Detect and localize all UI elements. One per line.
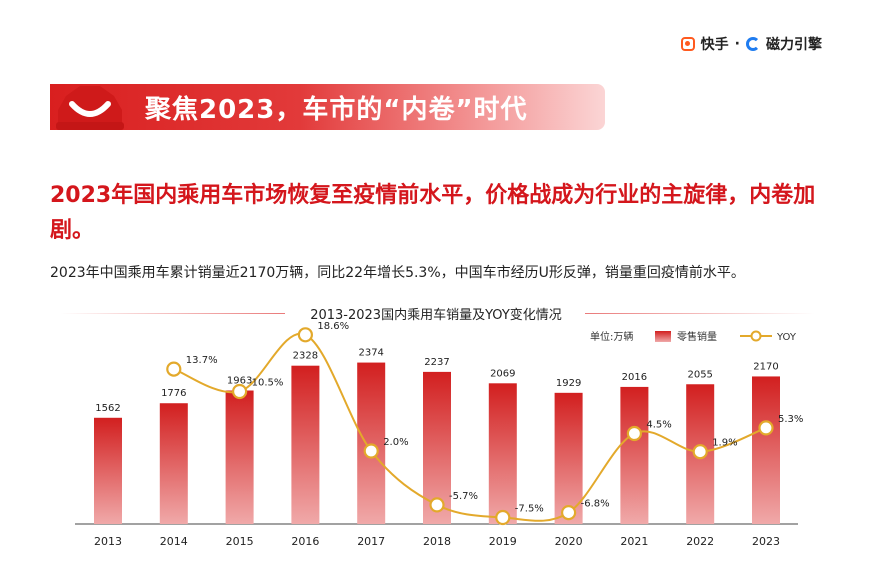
- yoy-label-2014: 13.7%: [186, 355, 218, 366]
- cili-label: 磁力引擎: [766, 37, 822, 53]
- bar-2020: [554, 392, 583, 524]
- bar-2013: [94, 417, 122, 524]
- bar-value-label-2017: 2374: [358, 348, 383, 359]
- bar-value-label-2015: 1963: [227, 376, 252, 387]
- yoy-point-2015: [232, 383, 248, 400]
- x-tick-2013: 2013: [94, 535, 122, 548]
- yoy-point-2023: [758, 420, 774, 436]
- x-tick-2017: 2017: [357, 535, 385, 548]
- sales-yoy-chart: 2013-2023国内乘用车销量及YOY变化情况 单位:万辆 零售销量 YOY …: [60, 307, 815, 548]
- headline: 2023年国内乘用车市场恢复至疫情前水平，价格战成为行业的主旋律，内卷加剧。: [50, 183, 816, 243]
- x-tick-2018: 2018: [423, 535, 451, 548]
- yoy-label-2015: 10.5%: [252, 378, 284, 389]
- bar-value-label-2022: 2055: [687, 369, 712, 380]
- legend-bar-label: 零售销量: [677, 330, 717, 343]
- x-tick-2022: 2022: [686, 535, 714, 548]
- x-tick-2014: 2014: [160, 535, 188, 548]
- yoy-label-2020: -6.8%: [581, 499, 610, 510]
- unit-label: 单位:万辆: [590, 330, 633, 343]
- yoy-label-2021: 4.5%: [646, 420, 671, 431]
- smiling-car-icon: [56, 86, 124, 130]
- cili-logo-icon: [746, 37, 760, 51]
- yoy-point-2022: [692, 444, 708, 460]
- banner-title: 聚焦2023，车市的“内卷”时代: [145, 95, 528, 125]
- x-tick-2020: 2020: [555, 535, 583, 548]
- x-tick-2019: 2019: [489, 535, 517, 548]
- bar-2015: [225, 390, 254, 524]
- yoy-label-2017: 2.0%: [383, 437, 408, 448]
- title-rule-left: [60, 313, 285, 314]
- bar-value-label-2016: 2328: [293, 351, 318, 362]
- yoy-label-2023: 5.3%: [778, 414, 803, 425]
- yoy-line: [173, 332, 767, 522]
- bar-2023: [752, 376, 780, 524]
- bar-2014: [159, 403, 188, 524]
- bar-2017: [357, 362, 386, 524]
- kuaishou-label: 快手: [700, 37, 729, 53]
- x-tick-2016: 2016: [291, 535, 319, 548]
- title-banner: [50, 84, 605, 130]
- yoy-point-2016: [297, 327, 313, 343]
- bar-value-label-2023: 2170: [753, 361, 778, 372]
- yoy-point-2018: [429, 497, 445, 513]
- title-rule-right: [585, 313, 815, 314]
- summary-text: 2023年中国乘用车累计销量近2170万辆，同比22年增长5.3%，中国车市经历…: [50, 265, 745, 281]
- yoy-point-2019: [495, 509, 511, 526]
- brand-separator: ·: [734, 36, 740, 52]
- chart-title: 2013-2023国内乘用车销量及YOY变化情况: [310, 307, 562, 323]
- x-tick-2021: 2021: [620, 535, 648, 548]
- x-tick-2023: 2023: [752, 535, 780, 548]
- legend-line-marker: [750, 330, 762, 342]
- labels-group: 1562 2013 1776 2014 1963 2015 2328 2016 2374 2017…: [94, 321, 803, 548]
- brand-logos: 快手 · 磁力引擎: [680, 34, 822, 54]
- legend-bar-swatch: [655, 331, 671, 342]
- bars-group: [94, 362, 780, 524]
- yoy-point-2017: [363, 443, 379, 459]
- bar-2019: [488, 383, 517, 524]
- legend-line-label: YOY: [776, 332, 797, 343]
- yoy-markers-group: [166, 327, 774, 526]
- yoy-point-2014: [166, 361, 182, 377]
- yoy-point-2020: [560, 505, 577, 521]
- bar-value-label-2013: 1562: [95, 403, 120, 414]
- yoy-label-2022: 1.9%: [712, 438, 737, 449]
- bar-2021: [620, 386, 649, 524]
- yoy-label-2019: -7.5%: [515, 504, 544, 515]
- bar-value-label-2021: 2016: [622, 372, 647, 383]
- bar-value-label-2014: 1776: [161, 388, 186, 399]
- yoy-point-2021: [626, 425, 643, 442]
- x-tick-2015: 2015: [226, 535, 254, 548]
- bar-value-label-2018: 2237: [424, 357, 449, 368]
- yoy-label-2016: 18.6%: [317, 321, 349, 332]
- bar-value-label-2020: 1929: [556, 378, 581, 389]
- kuaishou-logo-icon: [680, 37, 695, 51]
- bar-2016: [291, 365, 320, 524]
- yoy-label-2018: -5.7%: [449, 491, 478, 502]
- bar-value-label-2019: 2069: [490, 368, 515, 379]
